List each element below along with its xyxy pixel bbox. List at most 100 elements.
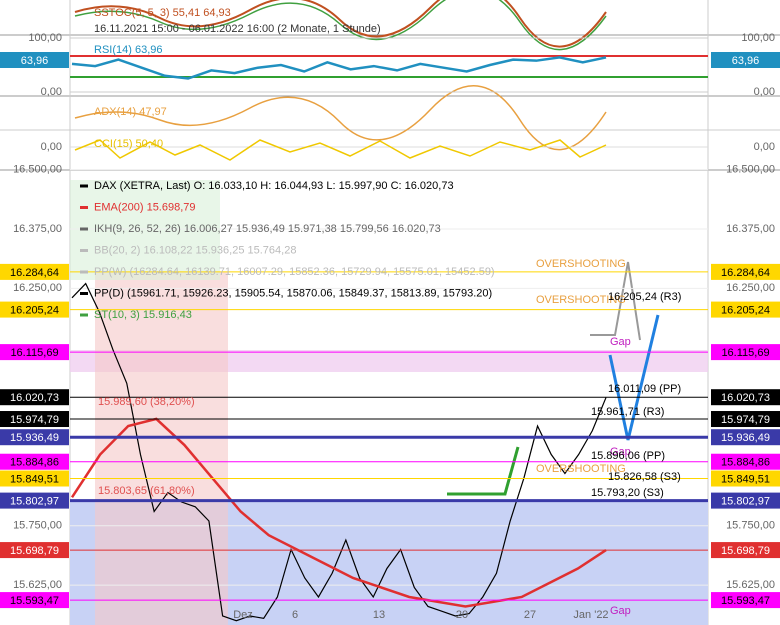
y-tick-label: 15.750,00: [13, 520, 62, 532]
level-box: [711, 389, 780, 406]
level-box: [711, 470, 780, 487]
level-label: 15.849,51: [721, 473, 770, 485]
annotation: Gap: [610, 336, 631, 348]
level-label: 15.936,49: [721, 432, 770, 444]
x-tick-label: 20: [456, 609, 468, 621]
header: 16.11.2021 15:00 - 06.01.2022 16:00 (2 M…: [94, 23, 381, 35]
level-label: 15.849,51: [10, 473, 59, 485]
level-label: 15.593,47: [10, 595, 59, 607]
level-label: 16.284,64: [10, 267, 59, 279]
level-box: [711, 542, 780, 559]
y-tick-label: 16.500,00: [726, 164, 775, 176]
x-tick-label: 13: [373, 609, 385, 621]
level-label: 16.115,69: [10, 347, 58, 359]
annotation: 16.011,09 (PP): [608, 383, 681, 395]
y-tick-label: 15.750,00: [726, 520, 775, 532]
y-tick-label: 0,00: [41, 141, 62, 153]
level-box: [711, 411, 780, 428]
cci-line: [74, 139, 607, 161]
value-box: [711, 52, 780, 68]
legend-entry: EMA(200) 15.698,79: [94, 201, 196, 213]
level-label: 15.884,86: [721, 457, 770, 469]
legend-swatch: [80, 227, 88, 231]
annotation: 15.793,20 (S3): [591, 487, 664, 499]
indicator-label: CCI(15) 50,40: [94, 138, 163, 150]
annotation: 15.989,60 (38,20%): [98, 396, 195, 408]
level-label: 15.802,97: [721, 496, 770, 508]
legend-entry: DAX (XETRA, Last) O: 16.033,10 H: 16.044…: [94, 180, 454, 192]
legend-entry: IKH(9, 26, 52, 26) 16.006,27 15.936,49 1…: [94, 223, 441, 235]
annotation: OVERSHOOTING: [536, 294, 626, 306]
level-label: 15.974,79: [10, 414, 59, 426]
annotation: OVERSHOOTING: [536, 463, 626, 475]
y-tick-label: 0,00: [41, 86, 62, 98]
value-label: 63,96: [732, 55, 760, 67]
y-tick-label: 0,00: [754, 86, 775, 98]
x-tick-label: 27: [524, 609, 536, 621]
legend-entry: ST(10, 3) 15.916,43: [94, 309, 192, 321]
zone: [70, 180, 220, 280]
legend-entry: BB(20, 2) 16.108,22 15.936,25 15.764,28: [94, 244, 296, 256]
level-box: [711, 453, 780, 470]
sstoc-line: [74, 0, 607, 51]
x-tick-label: Dez: [233, 609, 253, 621]
legend-swatch: [80, 184, 88, 188]
y-tick-label: 0,00: [754, 141, 775, 153]
level-label: 16.205,24: [10, 304, 59, 316]
level-label: 15.974,79: [721, 414, 770, 426]
arrow: [608, 314, 660, 441]
legend-swatch: [80, 270, 88, 274]
legend-entry: PP(W) (16284.64, 16139.71, 16007.29, 158…: [94, 266, 495, 278]
level-box: [0, 263, 69, 280]
annotation: 15.826,58 (S3): [608, 471, 681, 483]
level-label: 16.205,24: [721, 304, 770, 316]
indicator-label: RSI(14) 63,96: [94, 44, 162, 56]
annotation: OVERSHOOTING: [536, 258, 626, 270]
adx-line: [74, 85, 607, 151]
annotation: 15.961,71 (R3): [591, 406, 664, 418]
value-label: 63,96: [21, 55, 49, 67]
level-box: [0, 470, 69, 487]
level-box: [0, 492, 69, 509]
legend-swatch: [80, 249, 88, 252]
level-box: [0, 411, 69, 428]
value-box: [0, 52, 69, 68]
level-label: 16.284,64: [721, 267, 770, 279]
level-box: [0, 344, 69, 361]
level-label: 16.020,73: [721, 392, 770, 404]
zone: [95, 272, 228, 625]
indicator-label: SSTOC(5, 5, 3) 55,41 64,93: [94, 7, 231, 19]
annotation: 15.896,06 (PP): [591, 450, 665, 462]
arrow: [590, 261, 641, 341]
series-line: [70, 417, 607, 608]
annotation: 16.205,24 (R3): [608, 291, 681, 303]
level-box: [711, 592, 780, 609]
y-tick-label: 16.375,00: [726, 223, 775, 235]
annotation: Gap: [610, 446, 631, 458]
level-label: 15.884,86: [10, 457, 59, 469]
level-box: [0, 592, 69, 609]
x-tick-label: 6: [292, 609, 298, 621]
level-box: [711, 429, 780, 446]
level-box: [0, 453, 69, 470]
level-box: [711, 263, 780, 280]
legend-swatch: [80, 313, 88, 317]
level-box: [0, 389, 69, 406]
level-box: [711, 344, 780, 361]
level-label: 15.802,97: [10, 496, 59, 508]
annotation: 15.803,65 (61,80%): [98, 485, 195, 497]
x-tick-label: Jan '22: [573, 609, 608, 621]
level-label: 15.936,49: [10, 432, 59, 444]
sstoc-line: [74, 0, 607, 48]
level-box: [711, 492, 780, 509]
arrow: [447, 446, 520, 496]
level-label: 15.698,79: [721, 545, 770, 557]
level-label: 15.698,79: [10, 545, 59, 557]
y-tick-label: 16.500,00: [13, 164, 62, 176]
y-tick-label: 100,00: [28, 32, 62, 44]
legend-swatch: [80, 292, 88, 295]
legend-entry: PP(D) (15961.71, 15926.23, 15905.54, 158…: [94, 287, 492, 299]
rsi-line: [71, 56, 607, 80]
level-label: 15.593,47: [721, 595, 770, 607]
